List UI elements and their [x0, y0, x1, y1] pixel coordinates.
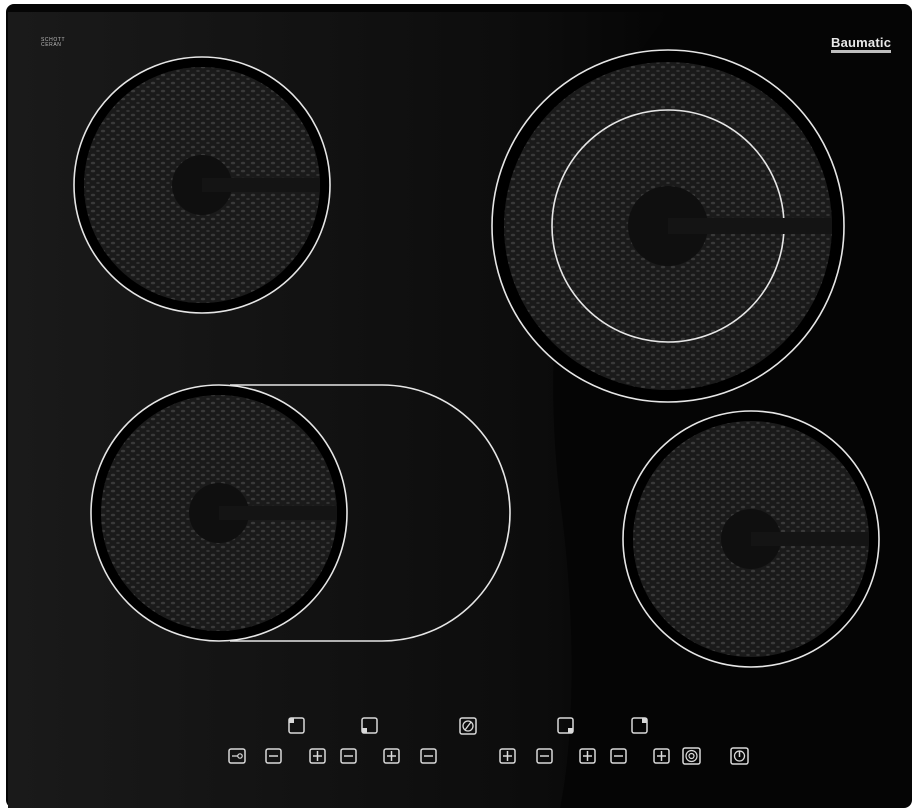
- plus-icon[interactable]: [579, 748, 596, 764]
- zone-selector-rear-right-icon[interactable]: [557, 717, 574, 734]
- zone-front-left[interactable]: [90, 384, 511, 642]
- minus-icon[interactable]: [340, 748, 357, 764]
- lock-icon[interactable]: [228, 748, 246, 764]
- zone-selector-front-left-icon[interactable]: [288, 717, 305, 734]
- schott-label: SCHOTT: [41, 37, 66, 43]
- zone-front-right[interactable]: [622, 410, 880, 668]
- zone-rear-right[interactable]: [491, 49, 845, 403]
- plus-icon[interactable]: [653, 748, 670, 764]
- power-icon[interactable]: [730, 747, 749, 765]
- zone-selector-rear-left-icon[interactable]: [361, 717, 378, 734]
- brand-logo: Baumatic: [831, 36, 892, 53]
- minus-icon[interactable]: [536, 748, 553, 764]
- ceran-label: CERAN: [41, 42, 62, 48]
- minus-icon[interactable]: [610, 748, 627, 764]
- zone-selector-front-right-icon[interactable]: [631, 717, 648, 734]
- timer-icon[interactable]: [459, 717, 477, 735]
- schott-ceran-logo: SCHOTT CERAN: [41, 38, 65, 48]
- minus-icon[interactable]: [420, 748, 437, 764]
- zone-rear-left[interactable]: [73, 56, 331, 314]
- plus-icon[interactable]: [499, 748, 516, 764]
- plus-icon[interactable]: [383, 748, 400, 764]
- plus-icon[interactable]: [309, 748, 326, 764]
- minus-icon[interactable]: [265, 748, 282, 764]
- dual-zone-icon[interactable]: [682, 747, 701, 765]
